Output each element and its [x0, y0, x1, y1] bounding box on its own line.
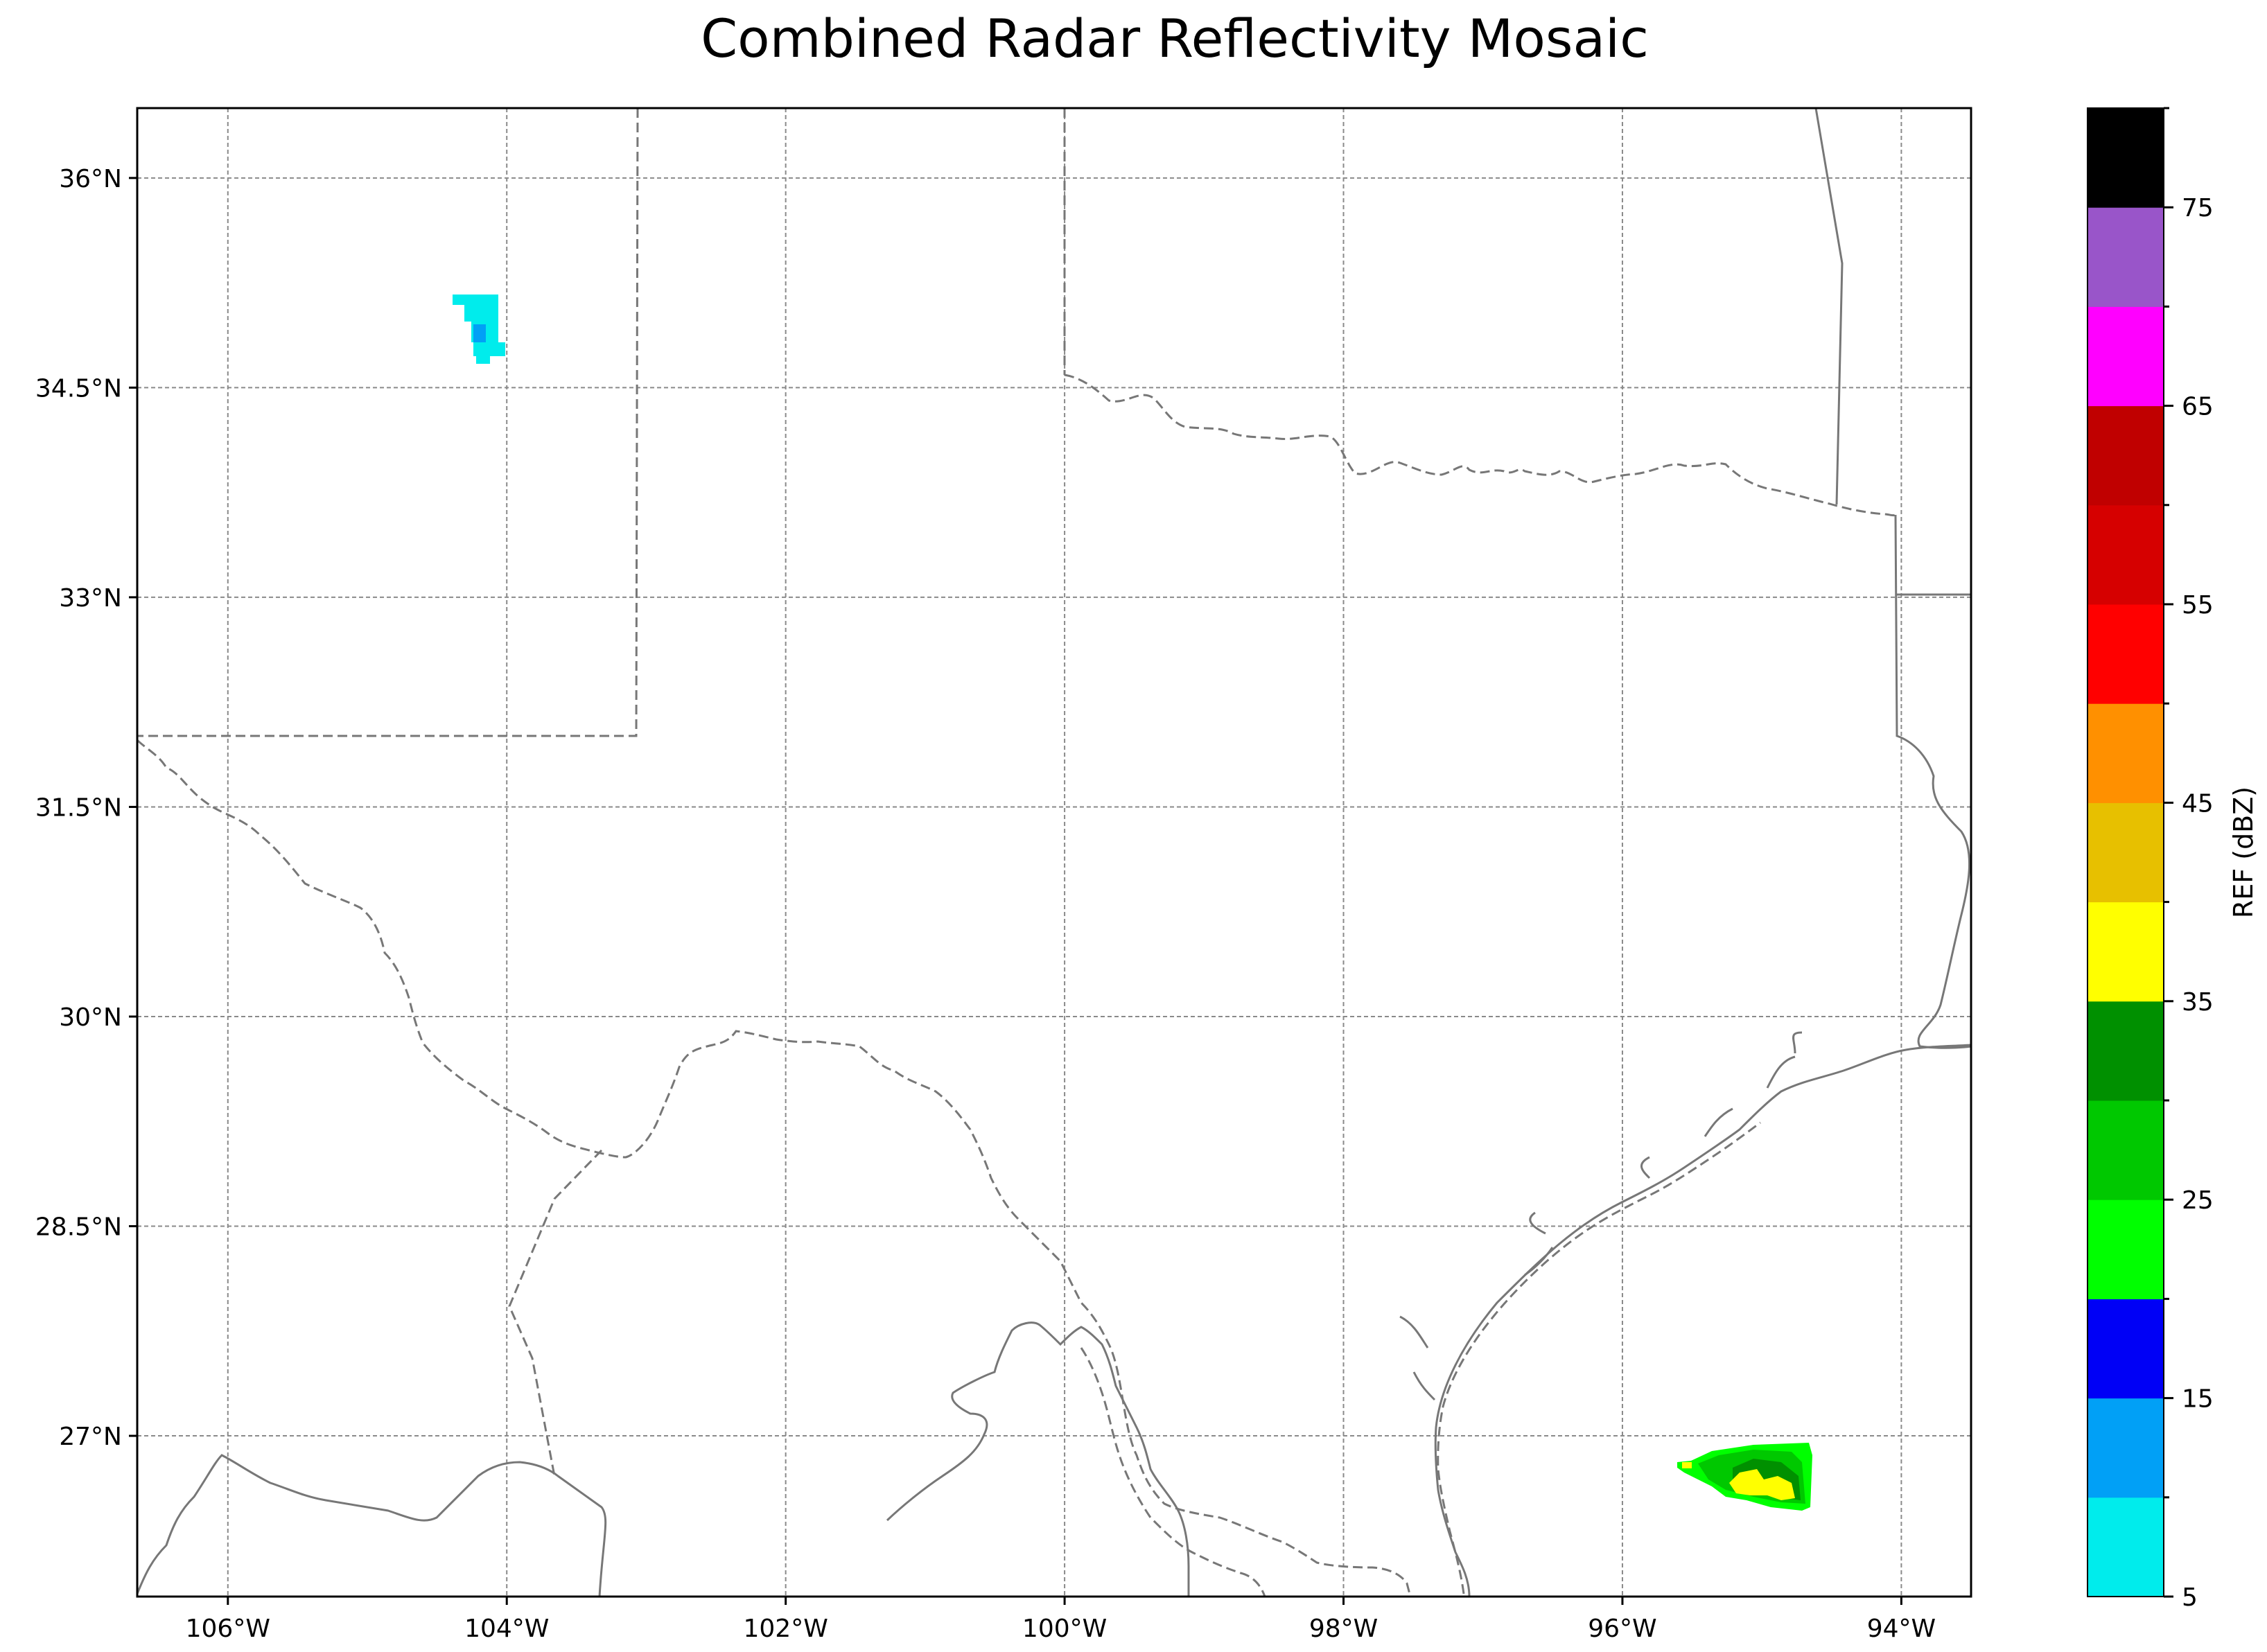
colorbar-segment: [2087, 207, 2164, 307]
colorbar-tick-label: 55: [2182, 591, 2214, 620]
colorbar-segment: [2087, 1001, 2164, 1101]
map-area: [136, 107, 1972, 1598]
colorbar-segment: [2087, 405, 2164, 506]
new-mexico-echo: [453, 295, 505, 364]
chart-title: Combined Radar Reflectivity Mosaic: [701, 8, 1649, 69]
mexico-state-line-1: [508, 1149, 603, 1477]
colorbar-segment: [2087, 1200, 2164, 1299]
colorbar-segment: [2087, 1398, 2164, 1498]
colorbar-frame: [2087, 107, 2164, 1597]
colorbar-tick-label: 5: [2182, 1583, 2198, 1612]
colorbar-segment: [2087, 1299, 2164, 1399]
colorbar-segment: [2087, 604, 2164, 704]
colorbar-segment: [2087, 802, 2164, 903]
echo-cell: [473, 324, 486, 345]
echo-cell: [453, 295, 498, 305]
coastal-bays: [1399, 1031, 1803, 1401]
red-river-border: [1064, 374, 1896, 517]
ok-ar-border: [1814, 107, 1844, 505]
colorbar-segment: [2087, 306, 2164, 407]
coast-inner-line: [1437, 1121, 1761, 1594]
colorbar-tick-label: 35: [2182, 988, 2214, 1017]
lat-tick-label: 31.5°N: [35, 793, 122, 822]
colorbar-tick-label: 25: [2182, 1186, 2214, 1215]
latitude-ticks: 36°N 34.5°N 33°N 31.5°N 30°N 28.5°N 27°N: [35, 165, 137, 1451]
nm-tx-border-north: [137, 107, 639, 737]
colorbar-tick-label: 45: [2182, 789, 2214, 818]
lat-tick-label: 33°N: [59, 584, 122, 613]
lon-tick-label: 98°W: [1309, 1615, 1378, 1643]
colorbar-segment: [2087, 703, 2164, 803]
colorbar-segment: [2087, 108, 2164, 208]
lon-tick-label: 104°W: [464, 1615, 549, 1643]
gulf-echo: [1677, 1443, 1812, 1511]
colorbar-segment: [2087, 1100, 2164, 1200]
lon-tick-label: 96°W: [1588, 1615, 1656, 1643]
rio-grande-border: [136, 739, 1412, 1597]
lat-tick-label: 34.5°N: [35, 374, 122, 403]
map-background: [137, 108, 1971, 1597]
mexico-state-line-3: [886, 1321, 1190, 1597]
echo-cell: [1682, 1462, 1692, 1468]
tx-ar-la-border: [1894, 514, 1972, 1049]
echo-cell: [476, 350, 490, 364]
colorbar-tick-label: 65: [2182, 393, 2214, 421]
colorbar-segment: [2087, 902, 2164, 1002]
gridlines: [137, 108, 1971, 1597]
longitude-ticks: 106°W 104°W 102°W 100°W 98°W 96°W 94°W: [186, 1597, 1936, 1643]
gulf-coastline: [1434, 1044, 1972, 1597]
lat-tick-label: 36°N: [59, 165, 122, 193]
colorbar-segment: [2087, 504, 2164, 605]
colorbar-tick-label: 75: [2182, 194, 2214, 222]
lon-tick-label: 106°W: [186, 1615, 270, 1643]
lat-tick-label: 30°N: [59, 1003, 122, 1032]
colorbar-segment: [2087, 1497, 2164, 1597]
map-frame: [136, 107, 1972, 1598]
lon-tick-label: 100°W: [1022, 1615, 1107, 1643]
echo-cell: [464, 305, 498, 322]
boundaries: [136, 107, 1972, 1597]
colorbar-label: REF (dBZ): [2228, 787, 2259, 918]
mexico-state-line-4: [1080, 1347, 1266, 1597]
echo-core: [1729, 1469, 1795, 1500]
lat-tick-label: 27°N: [59, 1423, 122, 1451]
lon-tick-label: 94°W: [1867, 1615, 1936, 1643]
lat-tick-label: 28.5°N: [35, 1213, 122, 1242]
colorbar-tick-label: 15: [2182, 1385, 2214, 1414]
mexico-state-line-2: [136, 1454, 607, 1597]
lon-tick-label: 102°W: [744, 1615, 828, 1643]
colorbar: 5 15 25 35 45 55 65 75: [2087, 107, 2214, 1612]
